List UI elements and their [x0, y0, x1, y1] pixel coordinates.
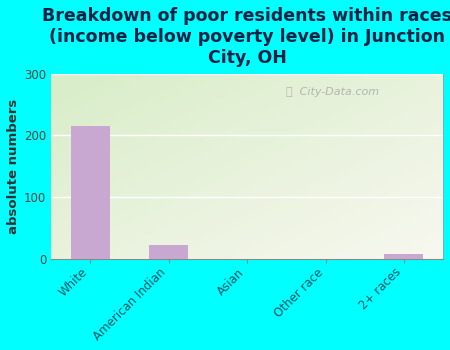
Y-axis label: absolute numbers: absolute numbers: [7, 99, 20, 234]
Bar: [384, 254, 423, 259]
Bar: [71, 126, 110, 259]
Bar: [149, 245, 189, 259]
Text: ⓘ  City-Data.com: ⓘ City-Data.com: [286, 86, 379, 97]
Title: Breakdown of poor residents within races
(income below poverty level) in Junctio: Breakdown of poor residents within races…: [42, 7, 450, 66]
